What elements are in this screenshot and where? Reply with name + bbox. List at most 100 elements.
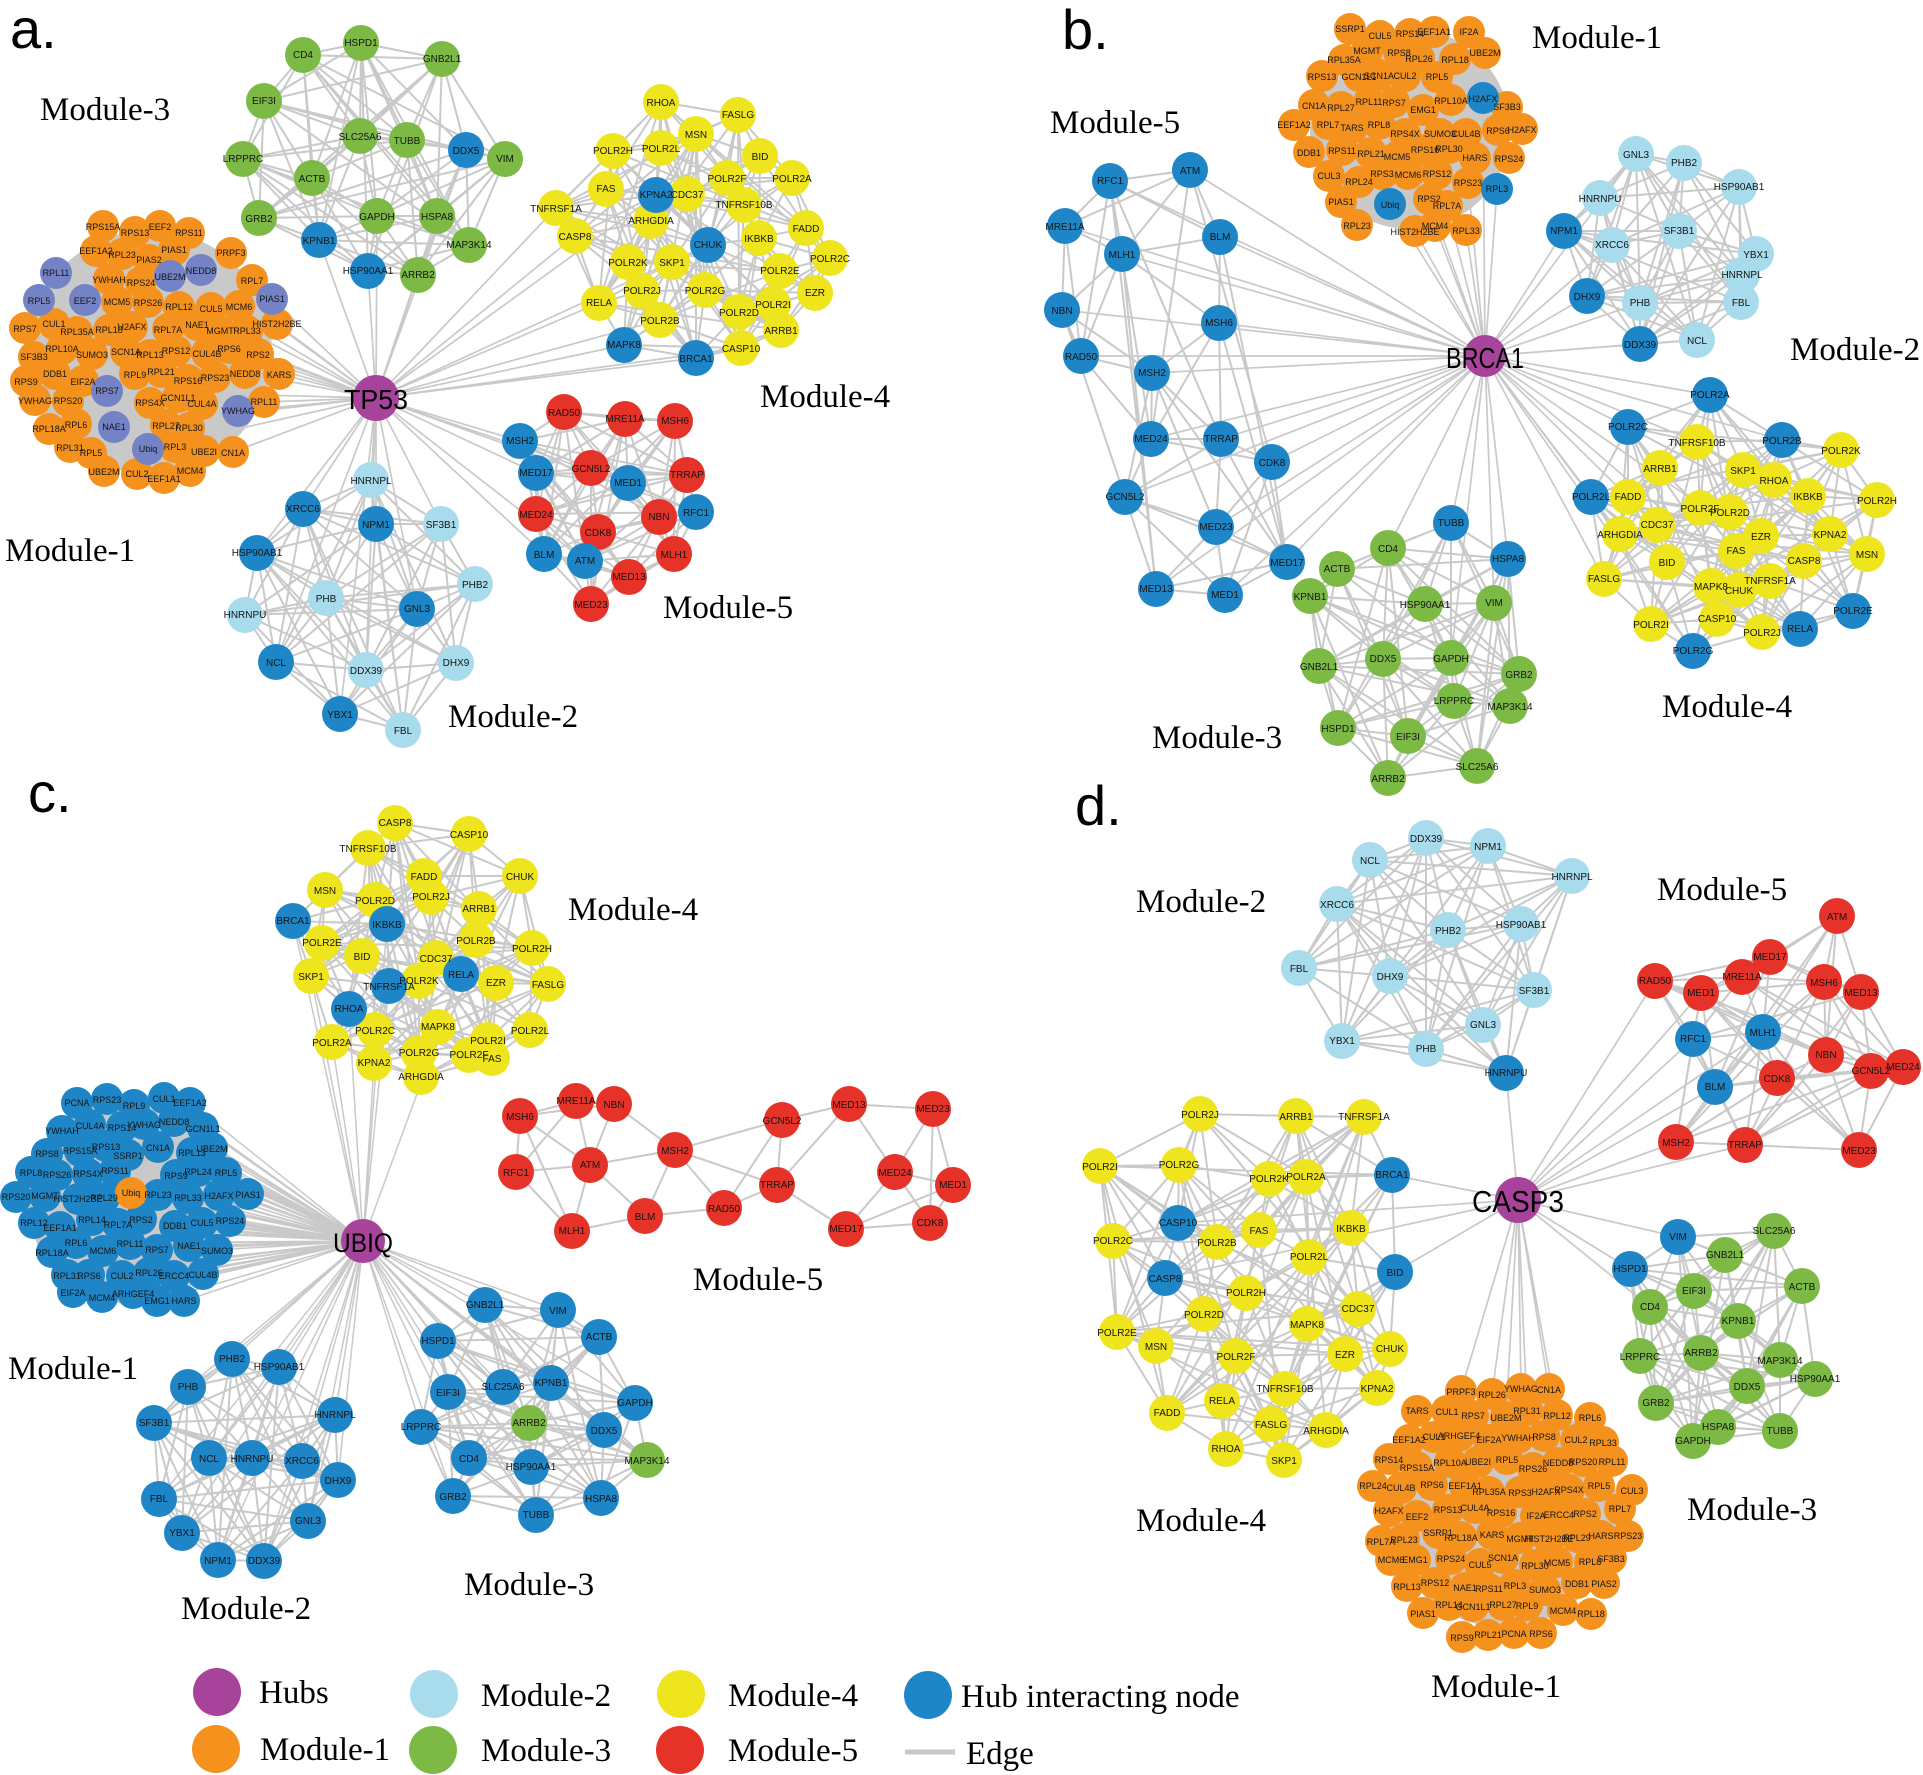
svg-text:POLR2C: POLR2C (355, 1026, 395, 1037)
svg-text:SF3B3: SF3B3 (1493, 102, 1521, 112)
svg-text:SLC25A6: SLC25A6 (1753, 1226, 1796, 1237)
svg-text:Hub interacting node: Hub interacting node (961, 1679, 1240, 1715)
svg-text:RPL7A: RPL7A (1367, 1537, 1396, 1547)
svg-text:MED1: MED1 (1687, 988, 1715, 999)
svg-text:SF3B3: SF3B3 (1597, 1554, 1625, 1564)
svg-text:DDB1: DDB1 (163, 1221, 187, 1231)
svg-text:MAP3K14: MAP3K14 (1757, 1356, 1802, 1367)
svg-text:RPL9: RPL9 (124, 370, 147, 380)
svg-text:ARHGDIA: ARHGDIA (1303, 1426, 1349, 1437)
svg-text:MCM6: MCM6 (90, 1246, 117, 1256)
svg-text:YWHAH: YWHAH (45, 1126, 79, 1136)
svg-text:CN1A: CN1A (221, 448, 245, 458)
svg-text:SUMO3: SUMO3 (201, 1246, 233, 1256)
svg-text:YBX1: YBX1 (1743, 250, 1769, 261)
svg-text:RPS3: RPS3 (1370, 169, 1394, 179)
svg-text:CD4: CD4 (459, 1454, 479, 1465)
svg-text:RPS13: RPS13 (92, 1142, 121, 1152)
svg-text:FAS: FAS (1727, 546, 1746, 557)
svg-text:RPL18: RPL18 (1441, 55, 1469, 65)
svg-text:ATM: ATM (1827, 912, 1847, 923)
svg-text:RPL27: RPL27 (1489, 1600, 1517, 1610)
svg-text:TUBB: TUBB (1767, 1426, 1794, 1437)
svg-text:PHB2: PHB2 (219, 1354, 246, 1365)
svg-text:CUL5: CUL5 (190, 1218, 213, 1228)
svg-text:YWHAH: YWHAH (92, 275, 126, 285)
svg-text:PCNA: PCNA (64, 1098, 89, 1108)
svg-text:MED17: MED17 (1753, 952, 1787, 963)
svg-text:GNL3: GNL3 (1470, 1020, 1497, 1031)
svg-text:RPL30: RPL30 (1521, 1561, 1549, 1571)
svg-text:BRCA1: BRCA1 (276, 916, 310, 927)
svg-text:MRE11A: MRE11A (1722, 972, 1762, 983)
svg-text:HSPD1: HSPD1 (344, 38, 378, 49)
svg-text:POLR2F: POLR2F (1681, 504, 1720, 515)
svg-text:CUL1: CUL1 (152, 1094, 175, 1104)
svg-text:RPL33: RPL33 (1589, 1438, 1617, 1448)
svg-text:POLR2K: POLR2K (1821, 446, 1861, 457)
svg-text:HNRNPU: HNRNPU (231, 1454, 274, 1465)
svg-text:CHUK: CHUK (506, 872, 535, 883)
svg-text:MSN: MSN (314, 886, 336, 897)
svg-text:GAPDH: GAPDH (617, 1398, 653, 1409)
svg-text:RPS8: RPS8 (35, 1149, 59, 1159)
svg-text:RPS16: RPS16 (174, 376, 203, 386)
svg-text:DDB1: DDB1 (1297, 148, 1321, 158)
svg-text:POLR2L: POLR2L (1572, 492, 1611, 503)
svg-text:SUMO3: SUMO3 (1424, 129, 1456, 139)
svg-text:CUL1: CUL1 (1435, 1407, 1458, 1417)
svg-text:CD4: CD4 (293, 50, 313, 61)
svg-text:DDB1: DDB1 (43, 369, 67, 379)
svg-text:Module-5: Module-5 (663, 590, 793, 626)
svg-text:EEF1A1: EEF1A1 (147, 474, 181, 484)
svg-text:EIF3I: EIF3I (252, 96, 276, 107)
svg-text:Ubiq: Ubiq (122, 1188, 141, 1198)
svg-text:Module-2: Module-2 (1790, 332, 1920, 368)
svg-text:RPL24: RPL24 (1345, 177, 1373, 187)
svg-text:MCM5: MCM5 (104, 297, 131, 307)
svg-text:RPL30: RPL30 (1435, 144, 1463, 154)
svg-text:Module-5: Module-5 (693, 1262, 823, 1298)
svg-text:HSP90AA1: HSP90AA1 (343, 266, 394, 277)
svg-text:ATM: ATM (1180, 166, 1200, 177)
svg-text:VIM: VIM (1669, 1232, 1687, 1243)
svg-text:IF2A: IF2A (1459, 27, 1478, 37)
svg-text:SCN1A: SCN1A (111, 347, 141, 357)
svg-text:KPNA2: KPNA2 (1361, 1384, 1394, 1395)
svg-text:ACTB: ACTB (1324, 564, 1351, 575)
svg-text:POLR2A: POLR2A (1286, 1172, 1326, 1183)
svg-text:POLR2K: POLR2K (399, 976, 439, 987)
svg-text:MSH6: MSH6 (506, 1112, 534, 1123)
svg-text:SUMO3: SUMO3 (1529, 1585, 1561, 1595)
svg-text:POLR2H: POLR2H (593, 146, 633, 157)
svg-text:RPS20: RPS20 (1569, 1457, 1598, 1467)
svg-text:RPL12: RPL12 (1543, 1411, 1571, 1421)
svg-text:RPS23: RPS23 (201, 373, 230, 383)
svg-text:EMG1: EMG1 (1402, 1555, 1428, 1565)
svg-text:POLR2B: POLR2B (640, 316, 680, 327)
svg-text:RPL11: RPL11 (117, 1239, 144, 1249)
svg-text:Module-2: Module-2 (1136, 884, 1266, 920)
svg-text:SF3B1: SF3B1 (1519, 986, 1550, 997)
svg-text:KPNB1: KPNB1 (535, 1378, 568, 1389)
svg-text:RPL23: RPL23 (108, 250, 136, 260)
svg-text:RHOA: RHOA (647, 98, 676, 109)
svg-text:RPL5: RPL5 (1426, 72, 1449, 82)
svg-text:MED23: MED23 (1199, 522, 1233, 533)
svg-text:LRPPRC: LRPPRC (1434, 696, 1475, 707)
svg-text:ATM: ATM (580, 1160, 600, 1171)
svg-text:Module-1: Module-1 (1532, 20, 1662, 56)
svg-text:FADD: FADD (793, 224, 820, 235)
svg-text:YWHAG: YWHAG (127, 1120, 161, 1130)
svg-text:POLR2I: POLR2I (1082, 1162, 1118, 1173)
svg-text:RPS20: RPS20 (54, 396, 83, 406)
svg-text:MCM4: MCM4 (1550, 1606, 1577, 1616)
svg-text:PIAS1: PIAS1 (1410, 1609, 1436, 1619)
svg-text:GNB2L1: GNB2L1 (423, 54, 462, 65)
svg-text:CDC37: CDC37 (1641, 520, 1674, 531)
svg-text:MED13: MED13 (832, 1100, 866, 1111)
svg-text:HSPD1: HSPD1 (1613, 1264, 1647, 1275)
svg-text:FAS: FAS (1250, 1226, 1269, 1237)
svg-text:ARRB1: ARRB1 (764, 326, 798, 337)
svg-text:RPS9: RPS9 (14, 377, 38, 387)
